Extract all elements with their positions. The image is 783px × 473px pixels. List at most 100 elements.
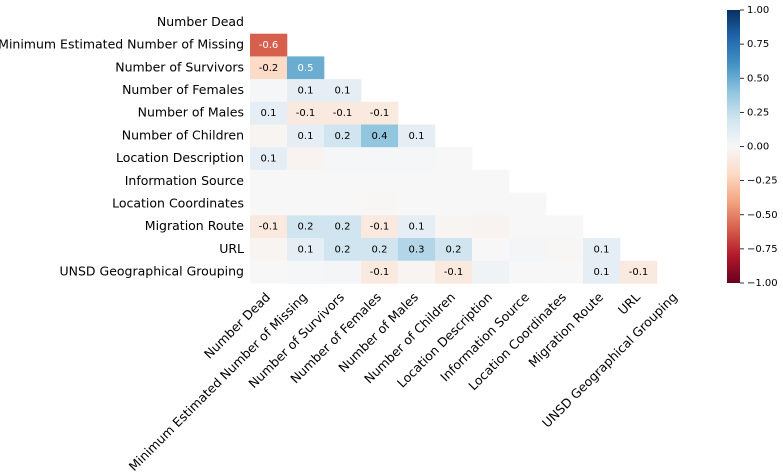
column-label: UNSD Geographical Grouping: [539, 289, 680, 430]
cell-label: -0.2: [259, 63, 279, 74]
cell-label: -0.1: [333, 108, 353, 119]
cell: [287, 215, 325, 239]
cell: [250, 101, 288, 125]
cell: [324, 260, 362, 284]
cell: [250, 33, 288, 57]
colorbar: [727, 10, 740, 283]
cell: [398, 192, 436, 216]
cell-label: 0.1: [409, 222, 425, 233]
cell: [546, 238, 584, 261]
cell-label: 0.2: [335, 244, 351, 255]
cell: [250, 56, 288, 80]
cell: [287, 147, 325, 171]
cell: [472, 260, 510, 284]
cell-label: 0.1: [335, 85, 351, 96]
cell: [435, 169, 473, 193]
cell: [472, 215, 510, 239]
cell: [361, 192, 399, 216]
cell-label: 0.1: [261, 108, 277, 119]
cell: [435, 147, 473, 171]
cell-label: 0.1: [594, 244, 610, 255]
colorbar-tick-label: −0.50: [747, 210, 778, 221]
cell-label: 0.1: [409, 131, 425, 142]
cell-label: -0.1: [444, 267, 464, 278]
cell: [324, 238, 362, 261]
colorbar-tick-label: 1.00: [747, 5, 769, 16]
cell-label: 0.2: [372, 244, 388, 255]
cell: [509, 215, 547, 239]
cell: [287, 238, 325, 261]
cell: [583, 238, 621, 261]
cell: [287, 101, 325, 125]
cell-label: -0.1: [370, 108, 390, 119]
cell-label: 0.1: [298, 244, 314, 255]
cell-label: 0.4: [372, 131, 388, 142]
cell-label: 0.2: [446, 244, 462, 255]
cell-label: 0.2: [335, 222, 351, 233]
cell-label: 0.1: [594, 267, 610, 278]
cell: [250, 238, 288, 261]
cell: [287, 124, 325, 148]
cell: [250, 215, 288, 239]
colorbar-tick-label: 0.75: [747, 39, 769, 50]
colorbar-tick-label: −0.75: [747, 244, 778, 255]
cell-label: -0.1: [629, 267, 649, 278]
cell: [435, 192, 473, 216]
cell: [398, 147, 436, 171]
cell: [361, 124, 399, 148]
cell: [324, 101, 362, 125]
cell: [250, 79, 288, 103]
colorbar-tick-label: 0.50: [747, 73, 769, 84]
cell-label: 0.3: [409, 244, 425, 255]
colorbar-tick-label: −1.00: [747, 278, 778, 289]
column-label: Minimum Estimated Number of Missing: [126, 289, 310, 473]
cell: [472, 169, 510, 193]
cell: [546, 260, 584, 284]
cell: [324, 124, 362, 148]
cell: [398, 124, 436, 148]
cell-label: -0.6: [259, 40, 279, 51]
cell-label: 0.2: [335, 131, 351, 142]
cell-label: -0.1: [259, 222, 279, 233]
cell: [361, 260, 399, 284]
row-label: Number of Survivors: [115, 59, 244, 74]
cell: [361, 238, 399, 261]
row-label: Location Coordinates: [112, 195, 244, 210]
cell-label: 0.1: [298, 131, 314, 142]
cell-label: -0.1: [296, 108, 316, 119]
row-label: URL: [219, 241, 244, 256]
cell: [324, 169, 362, 193]
cell: [250, 192, 288, 216]
row-label: Migration Route: [145, 218, 245, 233]
cell: [398, 260, 436, 284]
cell: [287, 192, 325, 216]
row-label: Information Source: [125, 173, 245, 188]
cell: [250, 169, 288, 193]
cell: [546, 215, 584, 239]
cell: [287, 79, 325, 103]
row-label: Number of Children: [122, 127, 244, 142]
column-label: URL: [615, 289, 643, 317]
cell: [509, 192, 547, 216]
row-label: Number Dead: [157, 14, 244, 29]
cell-label: -0.1: [370, 222, 390, 233]
cell: [472, 192, 510, 216]
cell: [398, 169, 436, 193]
cell: [324, 192, 362, 216]
cell: [509, 260, 547, 284]
cell-label: -0.1: [370, 267, 390, 278]
cell: [435, 215, 473, 239]
cell: [287, 260, 325, 284]
cell: [435, 260, 473, 284]
cell: [250, 124, 288, 148]
cell: [324, 147, 362, 171]
cell: [361, 215, 399, 239]
cell: [250, 147, 288, 171]
row-label: Minimum Estimated Number of Missing: [0, 37, 244, 52]
cell: [435, 238, 473, 261]
cell: [250, 260, 288, 284]
cell: [324, 215, 362, 239]
cell: [324, 79, 362, 103]
cell-label: 0.5: [298, 63, 314, 74]
